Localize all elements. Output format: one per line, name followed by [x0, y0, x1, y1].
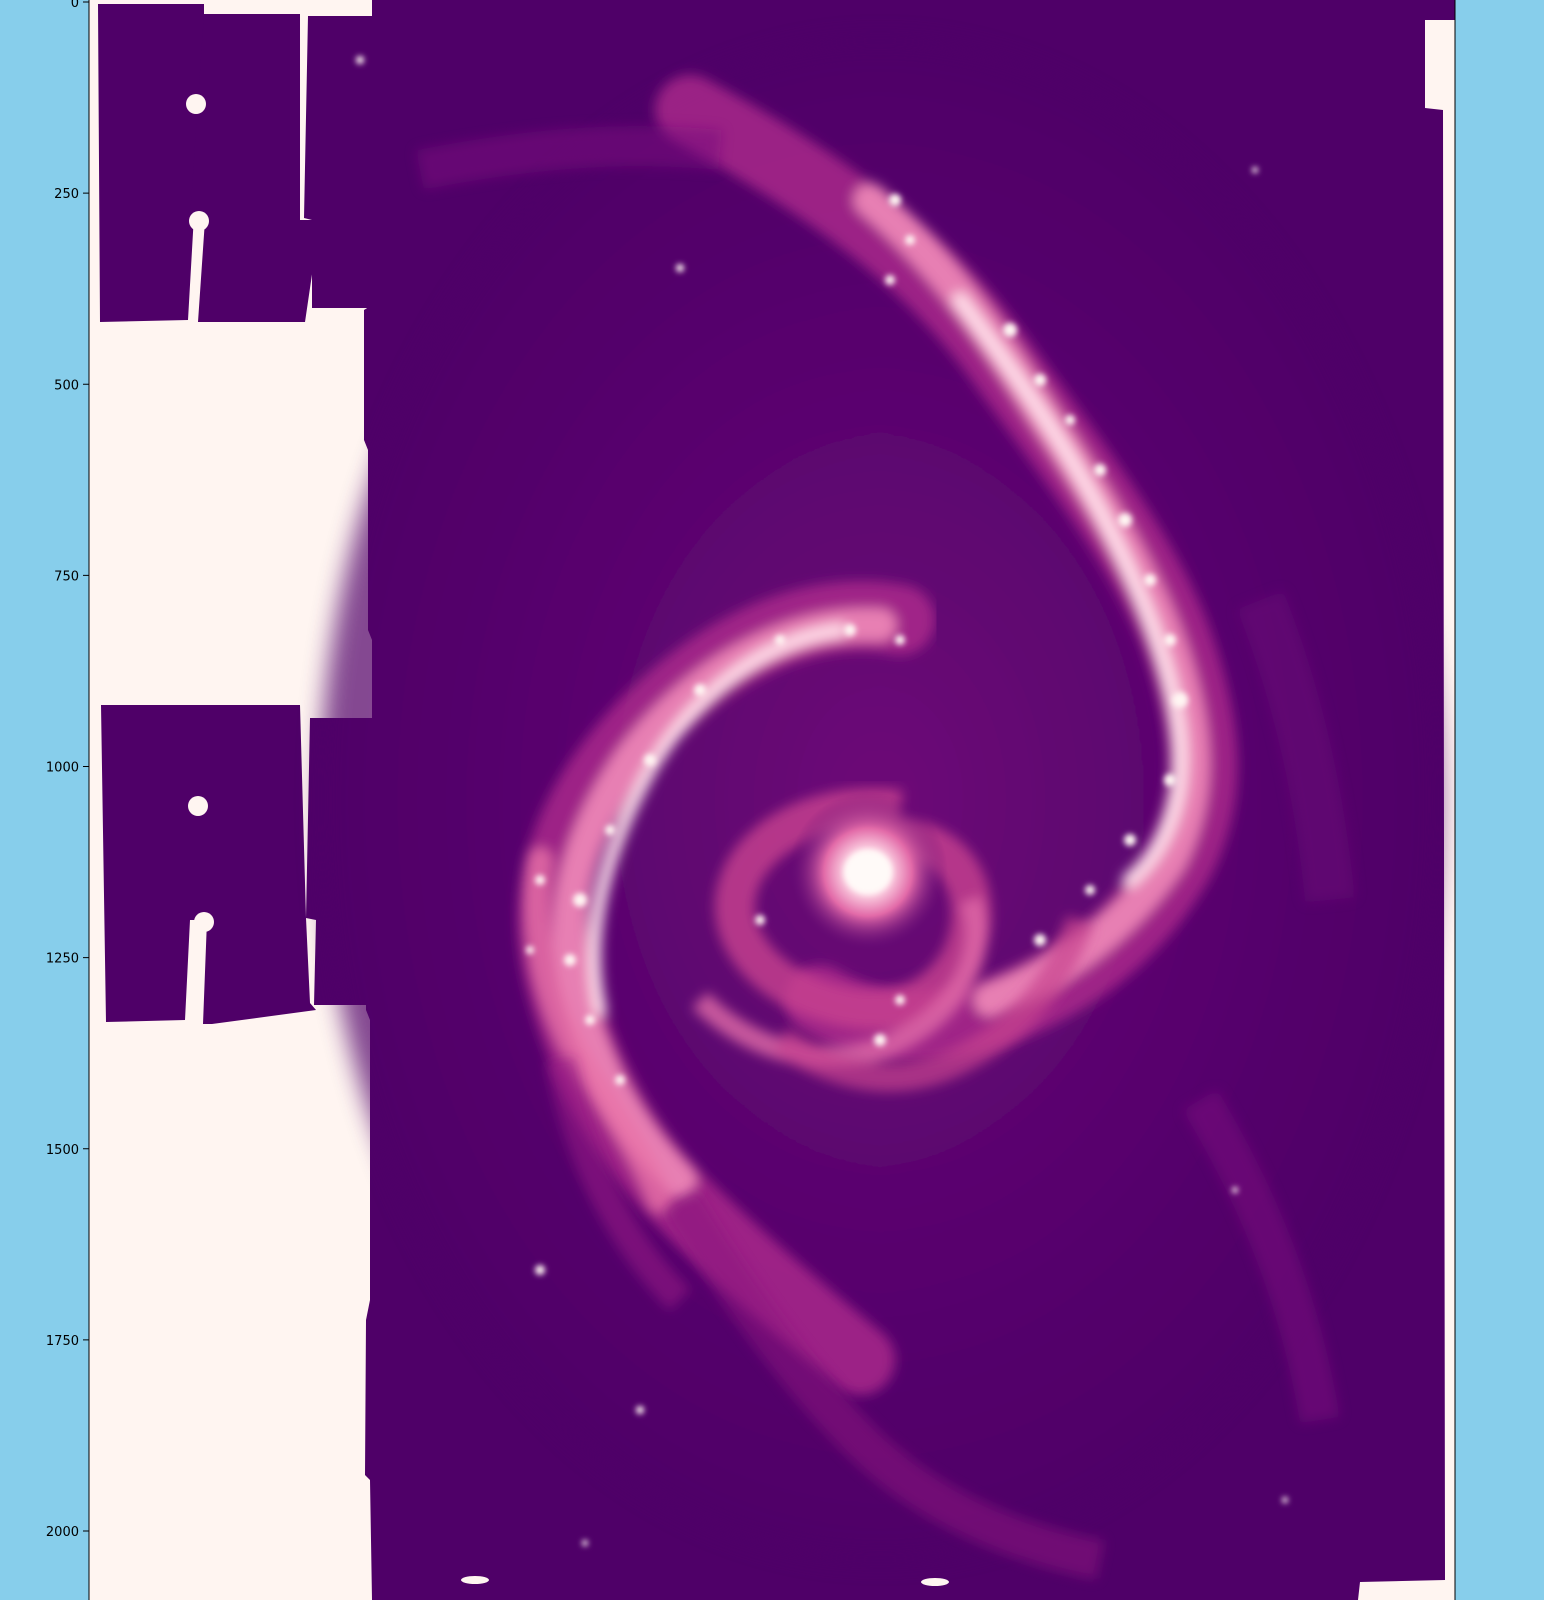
y-tick-label: 0 — [71, 0, 79, 11]
y-tick-label: 1250 — [46, 952, 79, 967]
mosaic-tile-upper-left-b — [190, 14, 320, 322]
y-tick-label: 500 — [54, 378, 79, 393]
y-tick-label: 1000 — [46, 761, 79, 776]
mosaic-tile-lower-left — [101, 705, 316, 1024]
y-tick-label: 2000 — [46, 1525, 79, 1540]
star-forming-knots — [356, 56, 1288, 1546]
y-tick-label: 1500 — [46, 1143, 79, 1158]
galaxy-image — [98, 0, 1455, 1600]
y-tick-label: 250 — [54, 187, 79, 202]
core-arms — [692, 788, 1094, 1092]
mosaic-tile-upper-center — [304, 16, 372, 308]
outer-filaments — [416, 126, 1355, 1580]
outer-spiral-arm — [655, 75, 1238, 1061]
y-tick-label: 750 — [54, 569, 79, 584]
y-tick-label: 1750 — [46, 1334, 79, 1349]
y-axis-ticks: 0 250 500 750 1000 1250 1500 1750 2000 — [46, 0, 89, 1540]
